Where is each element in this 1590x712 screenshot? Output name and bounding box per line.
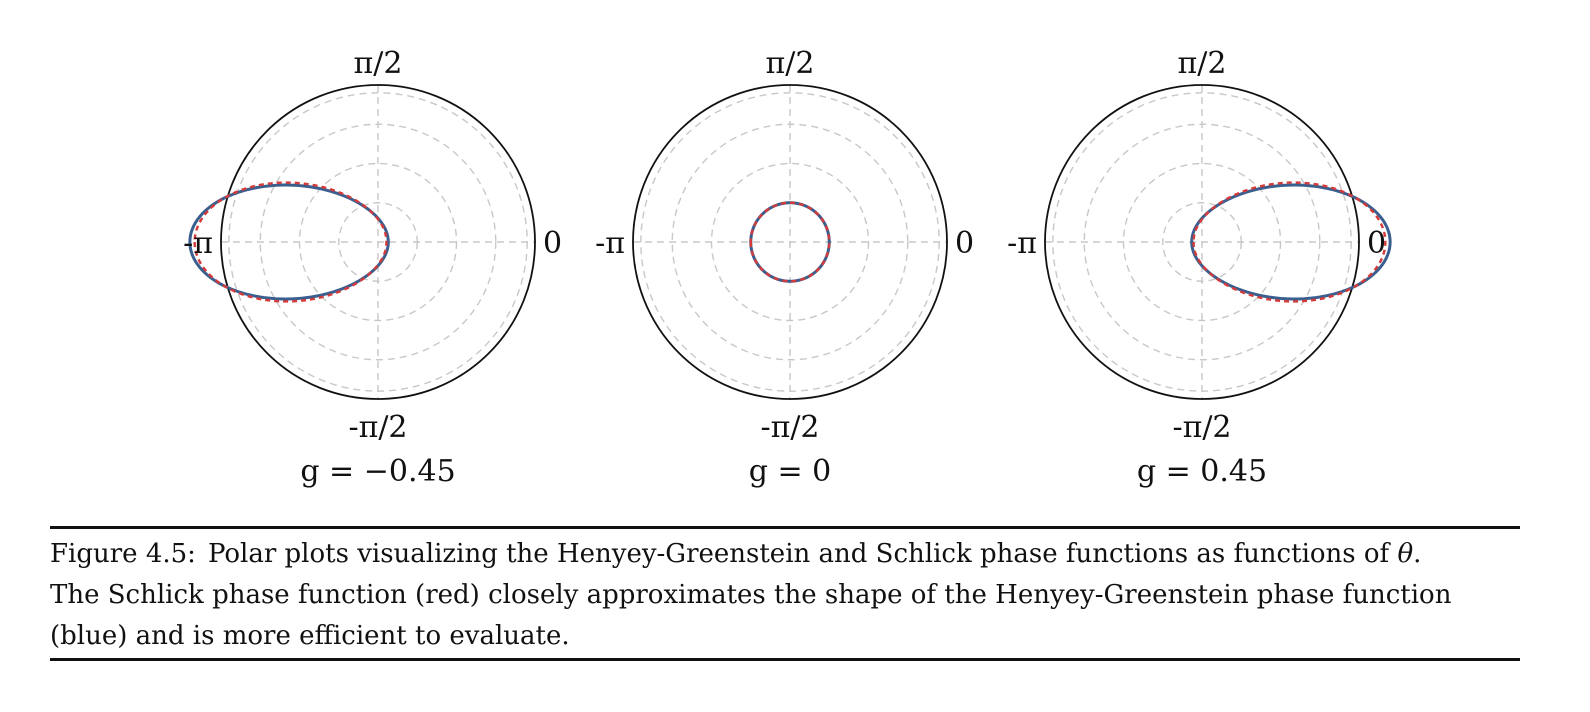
tick-label-right: 0 (955, 226, 974, 261)
figure-caption: Figure 4.5: Polar plots visualizing the H… (50, 534, 1525, 657)
tick-label-top: π/2 (354, 46, 403, 81)
panel-subtitle: g = 0 (749, 454, 832, 489)
tick-label-left: -π (183, 226, 213, 261)
caption-period: . (1413, 539, 1421, 569)
theta-symbol: θ (1397, 539, 1413, 569)
panel-subtitle: g = 0.45 (1137, 454, 1267, 489)
caption-text-1: Polar plots visualizing the Henyey-Green… (208, 539, 1389, 569)
caption-bottom-rule (50, 658, 1520, 661)
figure-label: Figure 4.5: (50, 539, 196, 569)
tick-label-top: π/2 (766, 46, 815, 81)
caption-line-3: (blue) and is more efficient to evaluate… (50, 616, 1525, 657)
tick-label-left: -π (1007, 226, 1037, 261)
caption-line-1: Figure 4.5: Polar plots visualizing the H… (50, 534, 1525, 575)
caption-line-2: The Schlick phase function (red) closely… (50, 575, 1525, 616)
polar-plots-figure: π/2 -π/2 -π 0 g = −0.45 π/2 -π/2 -π 0 g = 0 π/2 -π/… (0, 0, 1590, 520)
tick-label-bottom: -π/2 (348, 410, 407, 445)
tick-label-right: 0 (543, 226, 562, 261)
tick-label-top: π/2 (1178, 46, 1227, 81)
tick-label-bottom: -π/2 (760, 410, 819, 445)
tick-label-right: 0 (1367, 226, 1386, 261)
caption-top-rule (50, 526, 1520, 529)
tick-label-left: -π (595, 226, 625, 261)
panel-subtitle: g = −0.45 (300, 454, 455, 489)
tick-label-bottom: -π/2 (1172, 410, 1231, 445)
